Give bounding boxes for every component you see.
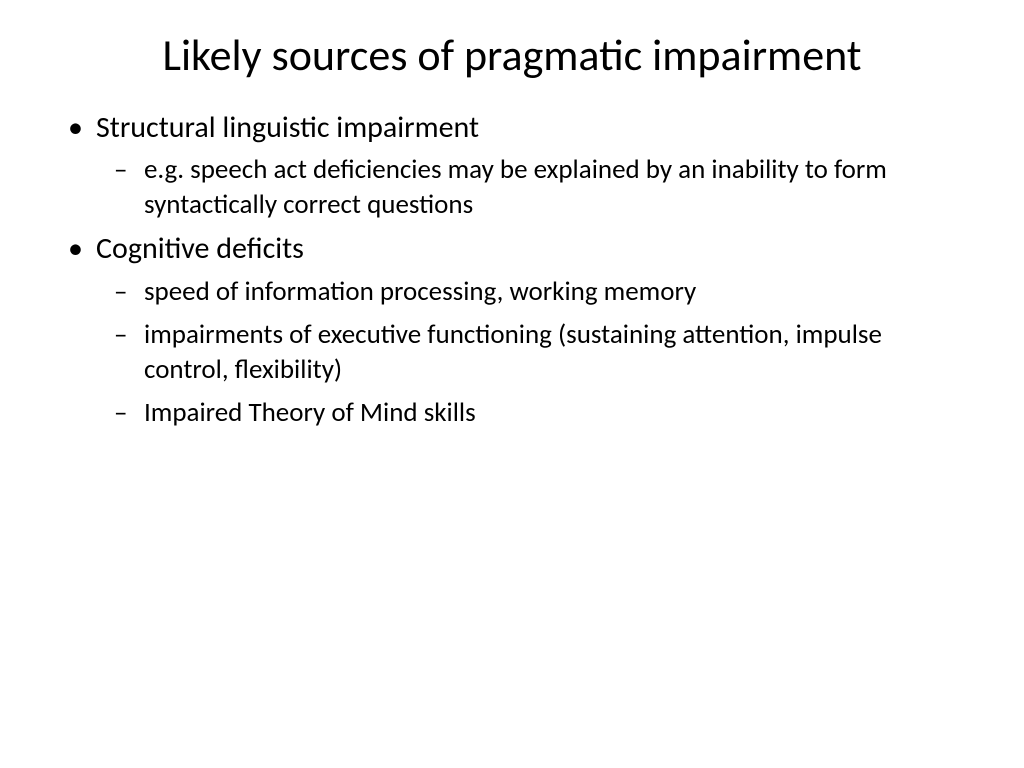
bullet-list-level2: speed of information processing, working…	[96, 274, 964, 430]
bullet-text: e.g. speech act deficiencies may be expl…	[144, 153, 887, 221]
list-item: speed of information processing, working…	[96, 274, 964, 309]
list-item: Structural linguistic impairment e.g. sp…	[60, 109, 964, 223]
bullet-text: Impaired Theory of Mind skills	[144, 396, 476, 429]
list-item: Impaired Theory of Mind skills	[96, 395, 964, 430]
bullet-text: speed of information processing, working…	[144, 275, 696, 308]
list-item: Cognitive deficits speed of information …	[60, 230, 964, 430]
list-item: e.g. speech act deficiencies may be expl…	[96, 152, 964, 222]
bullet-list-level1: Structural linguistic impairment e.g. sp…	[60, 109, 964, 431]
bullet-text: Cognitive deficits	[96, 230, 304, 267]
bullet-list-level2: e.g. speech act deficiencies may be expl…	[96, 152, 964, 222]
bullet-text: Structural linguistic impairment	[96, 109, 479, 146]
slide-container: Likely sources of pragmatic impairment S…	[0, 0, 1024, 768]
bullet-text: impairments of executive functioning (su…	[144, 318, 882, 386]
slide-title: Likely sources of pragmatic impairment	[60, 30, 964, 81]
slide-content: Structural linguistic impairment e.g. sp…	[60, 109, 964, 431]
list-item: impairments of executive functioning (su…	[96, 317, 964, 387]
